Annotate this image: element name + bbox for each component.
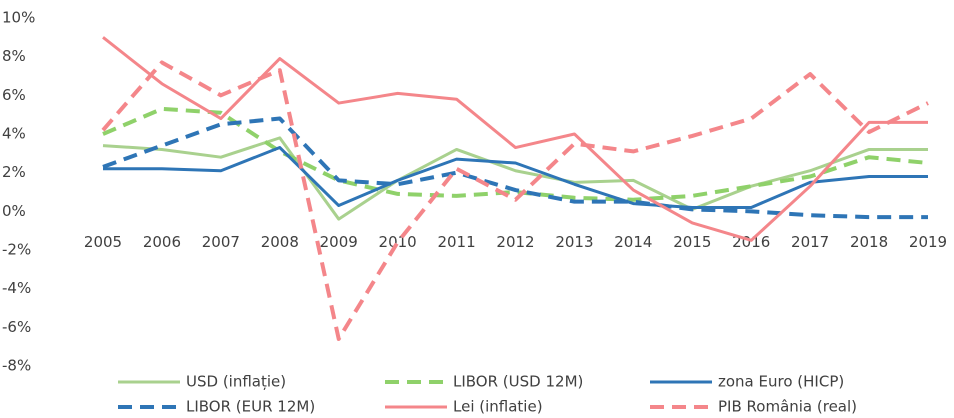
y-tick-label: -6% (2, 318, 31, 336)
x-tick-label: 2007 (202, 233, 240, 251)
x-tick-label: 2011 (437, 233, 475, 251)
x-tick-label: 2013 (555, 233, 593, 251)
legend-label: LIBOR (EUR 12M) (186, 398, 315, 416)
legend-label: zona Euro (HICP) (718, 373, 844, 391)
x-tick-label: 2018 (850, 233, 888, 251)
y-tick-label: 10% (2, 9, 35, 27)
x-tick-label: 2015 (673, 233, 711, 251)
y-tick-label: 8% (2, 47, 26, 65)
y-tick-label: 6% (2, 86, 26, 104)
x-tick-label: 2008 (261, 233, 299, 251)
legend-label: PIB România (real) (718, 398, 857, 416)
y-tick-label: 0% (2, 202, 26, 220)
x-tick-label: 2014 (614, 233, 652, 251)
x-tick-label: 2005 (84, 233, 122, 251)
legend-label: Lei (inflatie) (453, 398, 543, 416)
y-tick-label: -2% (2, 241, 31, 259)
x-tick-label: 2019 (909, 233, 947, 251)
y-tick-label: 4% (2, 125, 26, 143)
x-tick-label: 2012 (496, 233, 534, 251)
series-line (102, 106, 929, 202)
legend-label: LIBOR (USD 12M) (453, 373, 583, 391)
series-line (102, 116, 928, 220)
x-tick-label: 2009 (320, 233, 358, 251)
series-line (102, 136, 928, 221)
x-tick-label: 2010 (379, 233, 417, 251)
x-tick-label: 2017 (791, 233, 829, 251)
series-line (102, 36, 928, 242)
y-tick-label: 2% (2, 163, 26, 181)
series-line (101, 60, 929, 341)
x-tick-label: 2006 (143, 233, 181, 251)
legend-label: USD (inflație) (186, 373, 286, 391)
y-tick-label: -4% (2, 279, 31, 297)
series-line (103, 146, 928, 209)
y-tick-label: -8% (2, 357, 31, 375)
